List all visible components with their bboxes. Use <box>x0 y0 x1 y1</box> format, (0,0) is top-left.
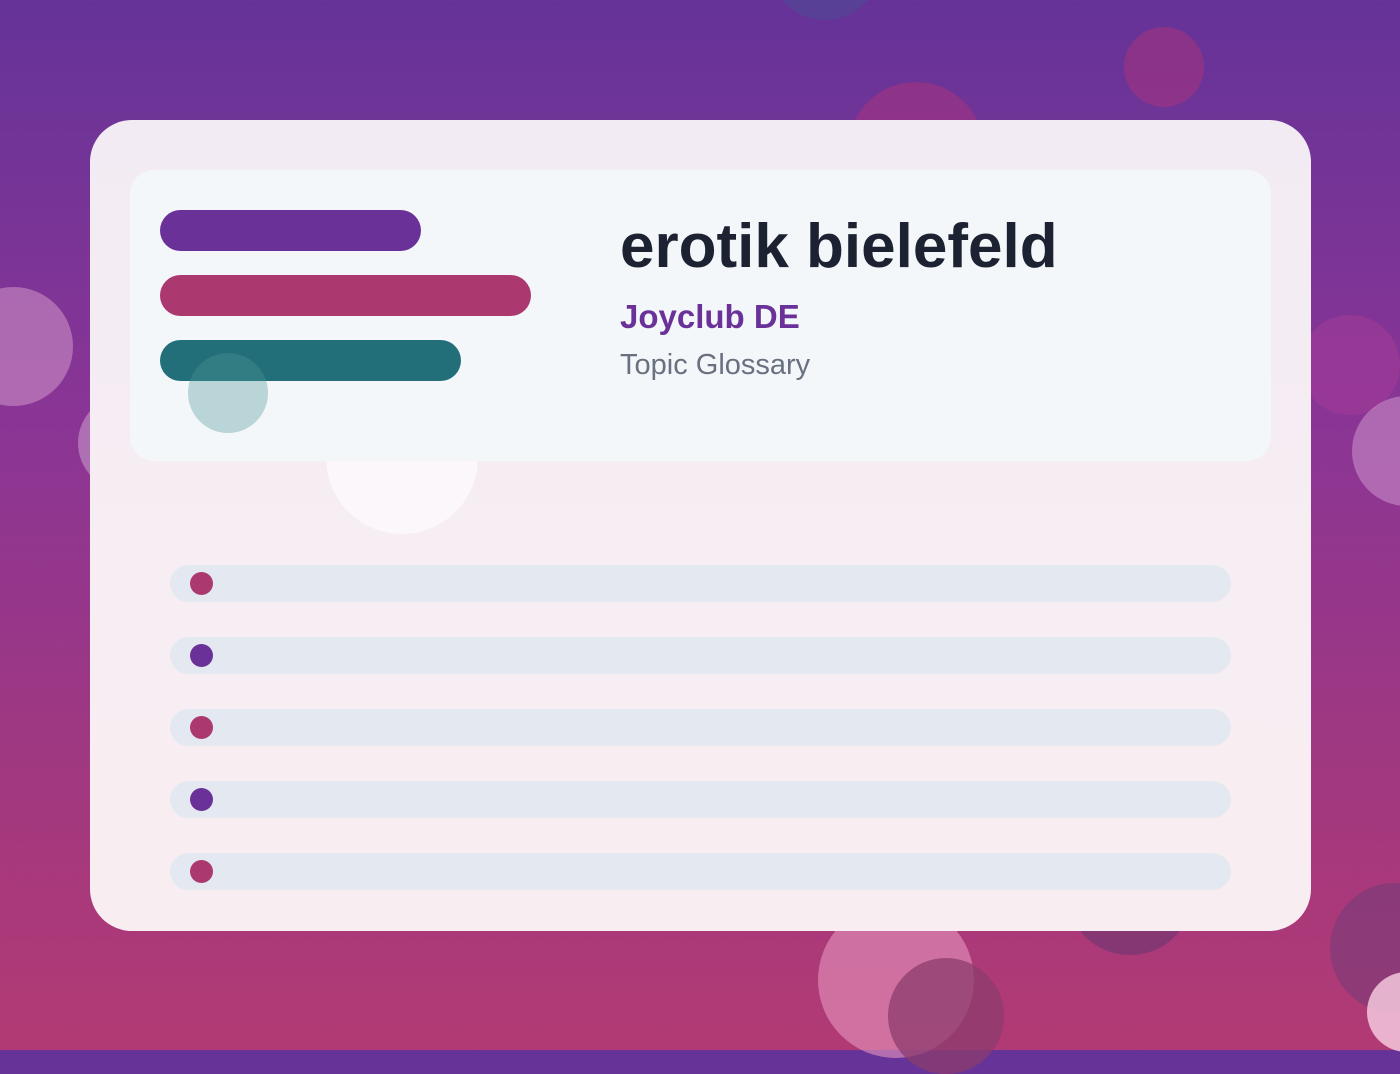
card-bubble <box>188 353 268 433</box>
teal-accent-bar <box>160 340 461 381</box>
list-item[interactable] <box>170 853 1231 890</box>
background-bubble <box>770 0 880 20</box>
bullet-dot-icon <box>190 716 213 739</box>
background-bubble <box>1300 315 1400 415</box>
list-item[interactable] <box>170 565 1231 602</box>
glossary-card: erotik bielefeld Joyclub DE Topic Glossa… <box>90 120 1311 931</box>
page-title: erotik bielefeld <box>620 212 1058 281</box>
background-bubble <box>0 287 73 406</box>
card-header: erotik bielefeld Joyclub DE Topic Glossa… <box>130 170 1271 461</box>
background-bubble <box>1124 27 1204 107</box>
bullet-dot-icon <box>190 644 213 667</box>
bullet-dot-icon <box>190 788 213 811</box>
bullet-dot-icon <box>190 860 213 883</box>
background-bubble <box>888 958 1004 1074</box>
purple-accent-bar <box>160 210 421 251</box>
magenta-accent-bar <box>160 275 531 316</box>
page-subtitle: Topic Glossary <box>620 349 811 381</box>
list-item[interactable] <box>170 709 1231 746</box>
brand-name: Joyclub DE <box>620 298 800 335</box>
bullet-dot-icon <box>190 572 213 595</box>
list-item[interactable] <box>170 781 1231 818</box>
list-item[interactable] <box>170 637 1231 674</box>
